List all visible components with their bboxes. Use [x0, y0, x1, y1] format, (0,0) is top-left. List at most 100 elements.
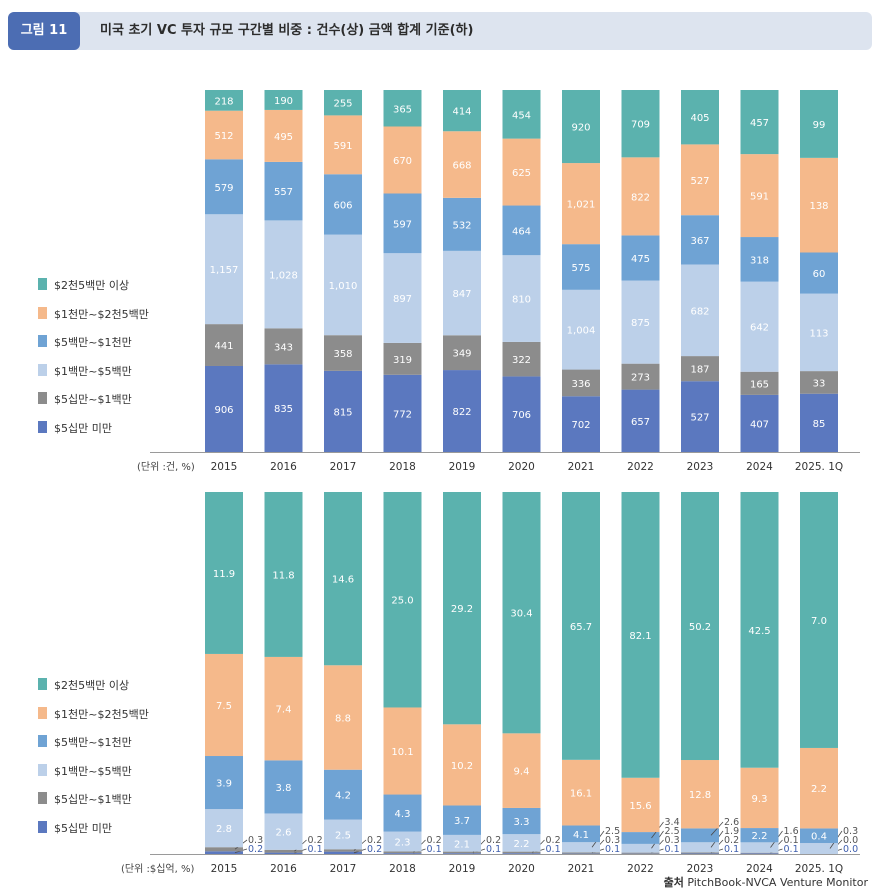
category-label: 2022 — [627, 461, 654, 473]
data-label: 25.0 — [391, 596, 413, 607]
data-label: 1.6 — [784, 826, 799, 837]
data-label: 0.1 — [724, 844, 739, 855]
bar-segment — [681, 90, 719, 145]
legend-swatch — [38, 763, 47, 776]
category-label: 2021 — [568, 863, 595, 875]
data-label: 0.3 — [665, 835, 680, 846]
category-label: 2023 — [687, 863, 714, 875]
bar-segment — [383, 374, 422, 452]
data-label: 4.1 — [573, 830, 589, 841]
category-label: 2020 — [508, 461, 535, 473]
data-label: 414 — [452, 107, 471, 118]
data-label: 8.8 — [335, 714, 351, 725]
bar-segment — [740, 371, 779, 395]
data-label: 475 — [631, 254, 650, 265]
category-label: 2015 — [211, 863, 238, 875]
bar-segment — [264, 161, 303, 221]
data-label: 464 — [512, 226, 531, 237]
data-label: 187 — [690, 365, 709, 376]
data-label: 0.2 — [724, 835, 739, 846]
bar-segment — [324, 90, 362, 116]
bar-segment — [443, 492, 481, 725]
bar-segment — [205, 756, 243, 810]
legend-label: $5십만~$1백만 — [54, 393, 132, 407]
leader-line — [710, 821, 724, 836]
data-label: 0.2 — [367, 835, 382, 846]
data-label: 2.5 — [665, 826, 680, 837]
bar-segment — [800, 843, 838, 854]
data-label: 405 — [690, 113, 709, 124]
data-label: 0.0 — [843, 844, 858, 855]
bar-segment — [681, 264, 719, 357]
data-label: 454 — [512, 110, 531, 121]
bar-segment — [324, 492, 362, 666]
data-label: 591 — [333, 141, 352, 152]
data-label: 0.2 — [486, 835, 501, 846]
data-label: 0.1 — [784, 844, 799, 855]
unit-label: (단위 :$십억, %) — [121, 862, 194, 875]
bar-segment — [800, 293, 838, 372]
data-label: 702 — [571, 420, 590, 431]
legend-swatch — [38, 706, 47, 719]
bar-segment — [383, 126, 422, 194]
data-label: 3.9 — [216, 779, 232, 790]
bar-segment — [621, 777, 660, 833]
data-label: 0.1 — [784, 835, 799, 846]
bar-segment — [443, 370, 481, 452]
bar-segment — [205, 324, 243, 366]
figure-header: 그림 11 미국 초기 VC 투자 규모 구간별 비중 : 건수(상) 금액 합… — [8, 12, 872, 50]
bar-segment — [621, 843, 660, 853]
data-label: 29.2 — [451, 604, 473, 615]
data-label: 82.1 — [629, 631, 651, 642]
data-label: 165 — [750, 379, 769, 390]
data-label: 772 — [393, 409, 412, 420]
bar-segment — [800, 393, 838, 452]
data-label: 0.3 — [605, 835, 620, 846]
bar-segment — [264, 328, 303, 365]
bar-segment — [324, 335, 362, 371]
legend-label: $2천5백만 이상 — [54, 679, 130, 692]
data-label: 11.8 — [272, 570, 294, 581]
data-label: 906 — [214, 405, 233, 416]
data-label: 273 — [631, 373, 650, 384]
bar-segment — [205, 365, 243, 452]
unit-label: (단위 :건, %) — [137, 460, 195, 473]
bar-segment — [443, 335, 481, 371]
bar-segment — [383, 90, 422, 127]
data-label: 920 — [571, 123, 590, 134]
data-label: 358 — [333, 349, 352, 360]
bar-segment — [502, 138, 541, 206]
data-label: 2.5 — [605, 826, 620, 837]
bar-segment — [502, 341, 541, 377]
bar-segment — [264, 492, 303, 657]
bar-segment — [621, 832, 660, 844]
bar-segment — [621, 389, 660, 452]
bar-segment — [562, 289, 600, 370]
bar-segment — [740, 828, 779, 843]
data-label: 12.8 — [689, 790, 711, 801]
data-label: 2.2 — [811, 784, 827, 795]
data-label: 642 — [750, 323, 769, 334]
bar-segment — [800, 828, 838, 844]
data-label: 255 — [333, 99, 352, 110]
bar-segment — [383, 794, 422, 832]
data-label: 85 — [813, 419, 826, 430]
bar-segment — [740, 492, 779, 768]
legend-label: $1백만~$5백만 — [54, 364, 132, 378]
data-label: 2.2 — [752, 831, 768, 842]
bar-segment — [443, 250, 481, 336]
data-label: 30.4 — [510, 609, 532, 620]
legend-label: $5십만~$1백만 — [54, 793, 132, 807]
category-label: 2024 — [746, 863, 773, 875]
bar-segment — [443, 851, 481, 854]
bar-segment — [621, 280, 660, 364]
bar-segment — [205, 809, 243, 848]
bar-segment — [681, 853, 719, 854]
bar-segment — [443, 131, 481, 198]
data-label: 668 — [452, 161, 471, 172]
bar-segment — [681, 852, 719, 854]
bar-segment — [205, 214, 243, 325]
data-label: 319 — [393, 355, 412, 366]
bar-segment — [443, 724, 481, 806]
data-label: 3.4 — [665, 817, 680, 828]
